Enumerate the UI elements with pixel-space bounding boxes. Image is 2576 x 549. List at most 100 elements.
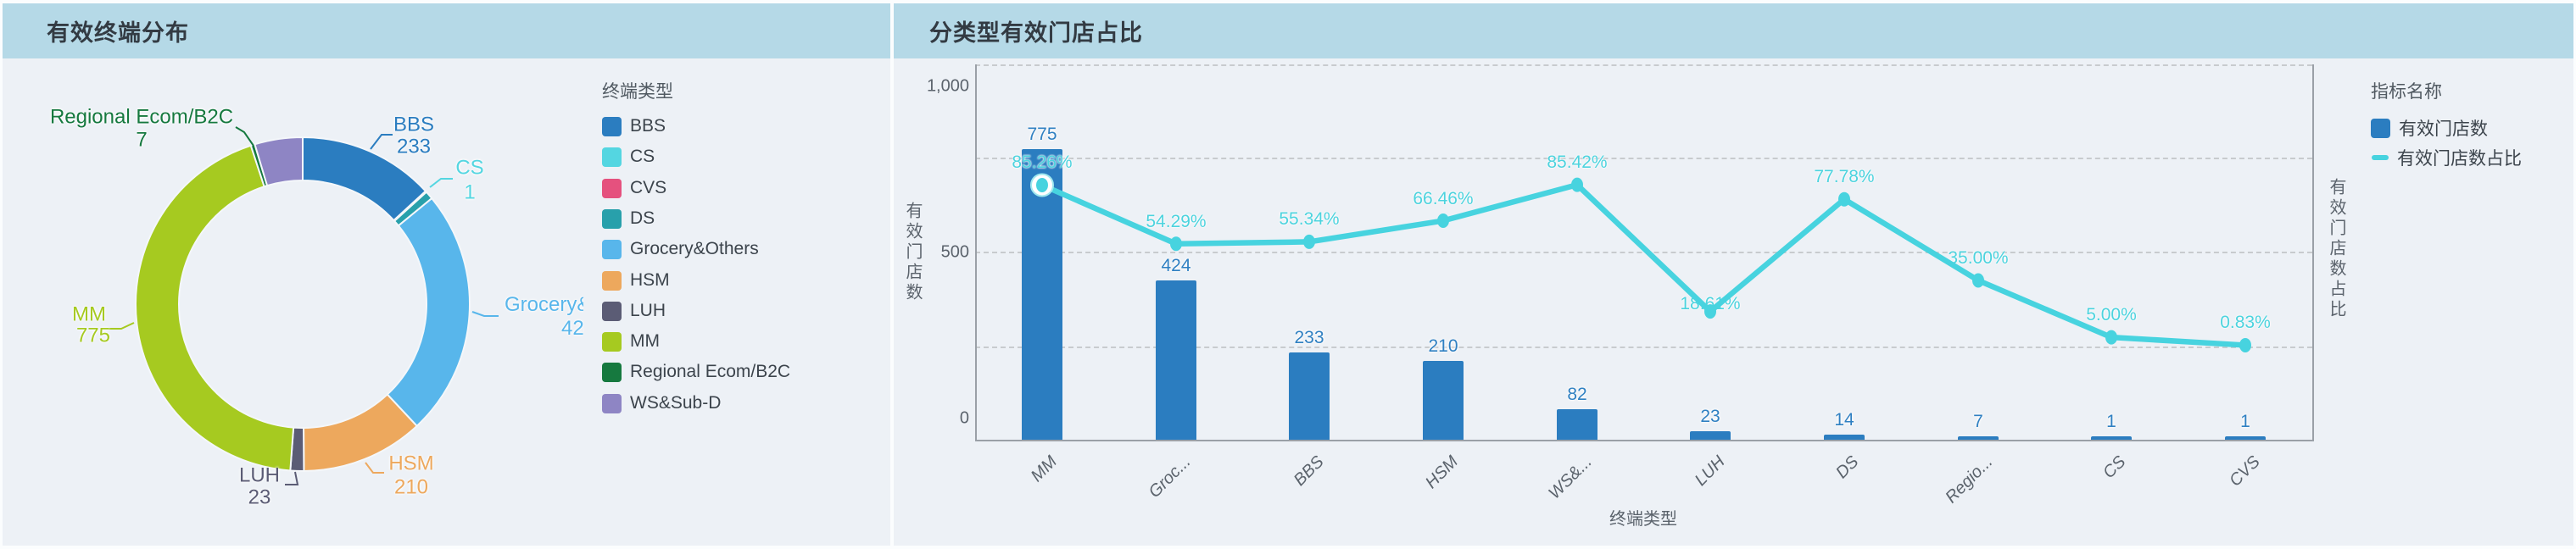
line-label-Groc...: 54.29% xyxy=(1146,211,1207,231)
line-label-CVS: 0.83% xyxy=(2220,313,2271,333)
pie-slice-WS&Sub-D[interactable] xyxy=(254,136,304,187)
pie-legend-item-Regional Ecom/B2C[interactable]: Regional Ecom/B2C xyxy=(602,362,790,382)
y-axis-right xyxy=(2312,64,2314,440)
y-tick-1,000: 1,000 xyxy=(926,76,969,96)
pie-legend-item-LUH[interactable]: LUH xyxy=(602,301,666,321)
y-tick-500: 500 xyxy=(940,242,969,262)
pie-legend-item-BBS[interactable]: BBS xyxy=(602,116,666,136)
pie-legend-label-WS&Sub-D: WS&Sub-D xyxy=(630,393,722,413)
pie-legend-swatch-HSM xyxy=(602,270,622,291)
pie-value-Regional Ecom/B2C: 7 xyxy=(136,128,148,152)
line-label-MM: 85.26% xyxy=(1012,152,1073,173)
pie-value-CS: 1 xyxy=(464,180,476,204)
pie-leader-MM xyxy=(109,322,135,330)
bar-WS&...[interactable] xyxy=(1557,409,1597,440)
line-point-CS[interactable] xyxy=(2105,330,2117,345)
pie-legend-label-BBS: BBS xyxy=(630,116,666,136)
gridline-2 xyxy=(975,252,2312,253)
pie-legend-item-Grocery&Others[interactable]: Grocery&Others xyxy=(602,239,759,259)
pie-label-Grocery-Others: Grocery&Others xyxy=(505,293,583,316)
pie-slice-MM[interactable] xyxy=(135,144,295,472)
combo-legend-label-line: 有效门店数占比 xyxy=(2397,149,2522,169)
pie-legend-label-Grocery&Others: Grocery&Others xyxy=(630,239,759,258)
bar-CVS[interactable] xyxy=(2225,436,2266,440)
bar-HSM[interactable] xyxy=(1423,361,1464,440)
pie-value-HSM: 210 xyxy=(393,475,429,499)
pie-legend-item-CVS[interactable]: CVS xyxy=(602,178,666,198)
bar-Regio...[interactable] xyxy=(1958,436,1999,440)
pie-legend-swatch-BBS xyxy=(602,116,622,136)
y-axis-left xyxy=(975,64,977,440)
pie-legend-title: 终端类型 xyxy=(602,82,673,102)
pie-leader-HSM xyxy=(365,462,384,474)
line-point-HSM[interactable] xyxy=(1437,214,1449,229)
combo-legend-label-bar: 有效门店数 xyxy=(2399,119,2488,139)
bar-value-CVS: 1 xyxy=(2240,412,2250,431)
pie-leader-Regional Ecom/B2C xyxy=(235,126,254,147)
pie-legend-item-WS&Sub-D[interactable]: WS&Sub-D xyxy=(602,393,721,413)
panel-title-terminal-distribution: 有效终端分布 xyxy=(47,20,189,46)
bar-DS[interactable] xyxy=(1824,435,1865,440)
combo-legend-item-bar[interactable]: 有效门店数 xyxy=(2371,115,2488,141)
pie-legend-item-DS[interactable]: DS xyxy=(602,208,655,229)
pie-leader-Grocery&Others xyxy=(471,311,499,317)
panel-terminal-distribution-header: 有效终端分布 xyxy=(3,3,890,58)
bar-value-WS&...: 82 xyxy=(1567,385,1587,404)
line-point-BBS[interactable] xyxy=(1303,234,1315,249)
y-tick-0: 0 xyxy=(959,408,969,428)
pie-label-BBS: BBS xyxy=(393,113,435,136)
pie-legend-label-HSM: HSM xyxy=(630,270,670,290)
combo-legend-title: 指标名称 xyxy=(2371,82,2442,102)
panel-store-ratio-header: 分类型有效门店占比 xyxy=(894,3,2573,58)
pie-legend-label-CVS: CVS xyxy=(630,178,667,197)
bar-value-Groc...: 424 xyxy=(1161,256,1191,275)
bar-value-DS: 14 xyxy=(1834,410,1854,430)
pie-leader-CS xyxy=(429,178,453,188)
pie-legend-item-HSM[interactable]: HSM xyxy=(602,270,670,291)
bar-MM[interactable] xyxy=(1022,149,1062,440)
pie-label-HSM: HSM xyxy=(388,452,434,475)
line-label-HSM: 66.46% xyxy=(1413,188,1474,208)
pie-value-MM: 775 xyxy=(75,324,110,347)
combo-legend-item-line[interactable]: 有效门店数占比 xyxy=(2371,145,2522,170)
pie-legend-item-CS[interactable]: CS xyxy=(602,147,655,167)
line-point-Regio...[interactable] xyxy=(1972,273,1984,288)
pie-value-Grocery-Others: 424 xyxy=(561,317,584,340)
pie-value-LUH: 23 xyxy=(248,485,271,509)
pie-legend-label-DS: DS xyxy=(630,208,655,228)
pie-leader-LUH xyxy=(285,471,299,485)
pie-legend-item-MM[interactable]: MM xyxy=(602,331,660,352)
line-label-Regio...: 35.00% xyxy=(1948,247,2009,268)
line-point-CVS[interactable] xyxy=(2239,337,2251,352)
pie-value-BBS: 233 xyxy=(396,135,432,158)
bar-Groc...[interactable] xyxy=(1156,280,1196,440)
line-label-DS: 77.78% xyxy=(1814,167,1875,187)
pie-label-CS: CS xyxy=(455,156,484,180)
line-point-LUH[interactable] xyxy=(1704,304,1716,319)
combo-legend-swatch-line xyxy=(2372,155,2389,160)
x-axis-title: 终端类型 xyxy=(1609,510,1677,529)
pie-legend-label-MM: MM xyxy=(630,331,660,351)
line-label-BBS: 55.34% xyxy=(1279,209,1340,230)
bar-value-CS: 1 xyxy=(2106,412,2116,431)
line-label-WS&...: 85.42% xyxy=(1547,152,1608,173)
bar-CS[interactable] xyxy=(2091,436,2132,440)
bar-BBS[interactable] xyxy=(1289,352,1330,440)
pie-label-MM: MM xyxy=(72,302,106,326)
pie-legend-swatch-Regional Ecom/B2C xyxy=(602,362,622,382)
bar-LUH[interactable] xyxy=(1690,431,1731,440)
line-point-MM[interactable] xyxy=(1036,177,1048,192)
gridline-3 xyxy=(975,347,2312,348)
pie-legend-swatch-DS xyxy=(602,208,622,229)
gridline-0 xyxy=(975,64,2312,66)
bar-value-HSM: 210 xyxy=(1428,336,1458,356)
line-point-WS&...[interactable] xyxy=(1571,177,1583,192)
line-point-Groc...[interactable] xyxy=(1170,236,1182,252)
pie-legend-swatch-CS xyxy=(602,147,622,167)
line-point-DS[interactable] xyxy=(1838,191,1850,207)
y-axis-title-left: 有效门店数 xyxy=(903,202,922,303)
